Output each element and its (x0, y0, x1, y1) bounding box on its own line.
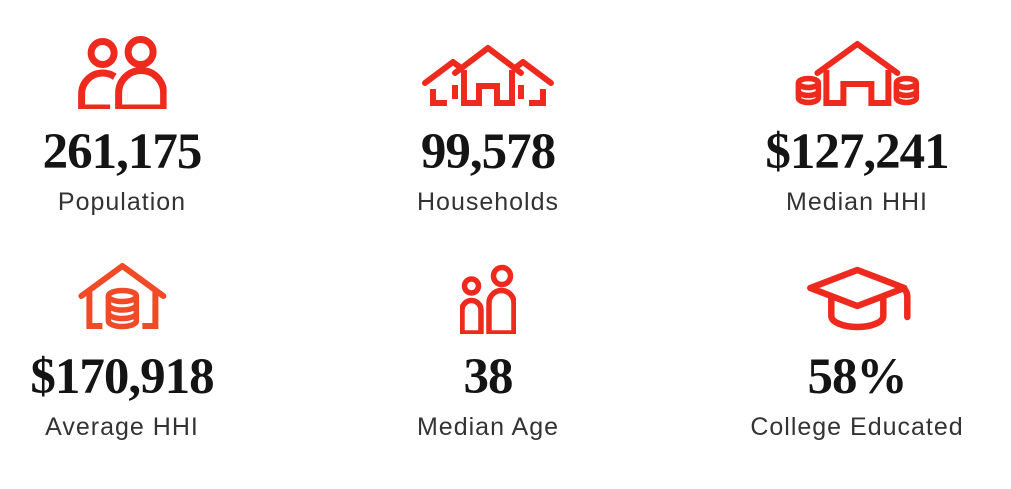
stat-median-hhi-icon-area (795, 33, 919, 109)
population-value: 261,175 (42, 124, 203, 180)
stat-median-age: 38 Median Age (417, 258, 559, 440)
stat-population: 261,175 Population (43, 33, 202, 215)
stat-average-hhi: $170,918 Average HHI (30, 258, 215, 441)
average-hhi-label: Average HHI (45, 413, 199, 441)
house-with-coins-icon (795, 41, 919, 106)
stat-college-educated: 58% College Educated (750, 258, 963, 440)
house-with-coin-stack-icon (78, 263, 166, 330)
population-label: Population (57, 188, 187, 216)
two-people-icon (78, 36, 167, 109)
median-age-value: 38 (463, 349, 513, 405)
graduation-cap-icon (806, 266, 911, 331)
college-educated-value: 58% (807, 349, 908, 405)
stat-median-hhi: $127,241 Median HHI (765, 33, 950, 216)
adult-and-child-icon (459, 264, 516, 334)
stat-households: 99,578 Households (417, 33, 559, 215)
stat-population-icon-area (77, 33, 167, 109)
households-label: Households (416, 188, 560, 216)
stat-college-educated-icon-area (801, 258, 913, 334)
median-hhi-label: Median HHI (786, 188, 928, 216)
average-hhi-value: $170,918 (30, 349, 214, 405)
college-educated-label: College Educated (750, 413, 964, 441)
median-age-label: Median Age (416, 413, 560, 441)
median-hhi-value: $127,241 (765, 124, 949, 180)
stat-households-icon-area (418, 33, 558, 109)
neighborhood-houses-icon (422, 45, 554, 106)
stat-median-age-icon-area (459, 258, 516, 334)
stat-average-hhi-icon-area (74, 258, 170, 334)
households-value: 99,578 (420, 124, 556, 180)
